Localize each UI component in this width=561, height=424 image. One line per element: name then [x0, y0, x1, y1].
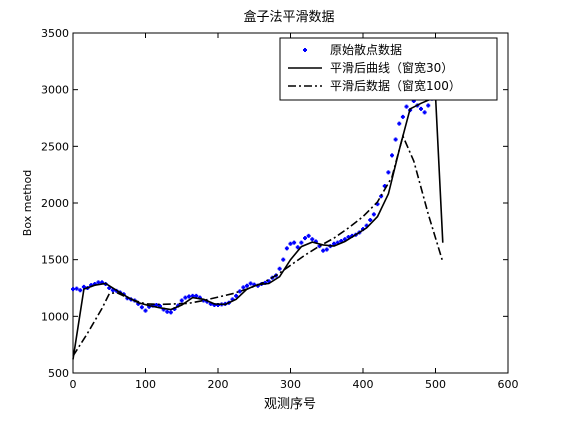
- data-point: [81, 284, 86, 289]
- data-point: [281, 257, 286, 262]
- data-point: [165, 309, 170, 314]
- data-point: [332, 241, 336, 246]
- data-point: [303, 236, 307, 241]
- data-point: [288, 241, 293, 246]
- y-tick-label: 3500: [41, 27, 69, 40]
- data-point: [74, 286, 79, 291]
- data-point: [266, 279, 271, 284]
- legend-label: 平滑后曲线（窗宽30）: [330, 60, 453, 75]
- x-tick-label: 0: [70, 378, 77, 391]
- chart-title: 盒子法平滑数据: [243, 9, 334, 25]
- data-point: [237, 289, 242, 294]
- data-point: [386, 170, 391, 175]
- data-point: [397, 121, 402, 126]
- y-tick-label: 1500: [41, 254, 69, 267]
- data-point: [183, 295, 188, 300]
- legend-label: 平滑后数据（窗宽100）: [330, 78, 461, 93]
- data-point: [241, 285, 246, 290]
- x-tick-label: 600: [498, 378, 519, 391]
- data-point: [299, 240, 304, 245]
- data-point: [419, 106, 423, 111]
- data-point: [71, 287, 75, 292]
- x-tick-label: 100: [135, 378, 156, 391]
- data-point: [143, 308, 148, 313]
- data-point: [371, 212, 376, 217]
- y-tick-label: 500: [48, 367, 69, 380]
- data-point: [393, 137, 398, 142]
- data-point: [179, 298, 184, 303]
- legend-swatch: [303, 48, 307, 52]
- y-axis-label: Box method: [21, 170, 34, 236]
- y-tick-label: 2500: [41, 140, 69, 153]
- data-point: [292, 240, 297, 245]
- x-axis-label: 观测序号: [264, 397, 316, 412]
- x-tick-label: 300: [280, 378, 301, 391]
- data-point: [368, 218, 373, 222]
- data-point: [306, 233, 311, 238]
- data-point: [234, 293, 239, 298]
- data-point: [168, 310, 173, 315]
- data-point: [187, 294, 191, 299]
- x-tick-label: 400: [353, 378, 374, 391]
- series-line: [72, 133, 444, 357]
- x-tick-label: 200: [208, 378, 229, 391]
- y-tick-label: 1000: [41, 310, 69, 323]
- data-point: [324, 247, 329, 252]
- data-point: [245, 283, 249, 288]
- legend-label: 原始散点数据: [330, 42, 402, 57]
- data-point: [139, 305, 144, 310]
- data-point: [295, 245, 300, 250]
- data-point: [422, 110, 427, 115]
- y-tick-label: 2000: [41, 197, 69, 210]
- x-tick-label: 500: [425, 378, 446, 391]
- data-point: [426, 103, 431, 108]
- y-tick-label: 3000: [41, 84, 69, 97]
- data-point: [321, 248, 326, 253]
- legend-box: [279, 37, 498, 101]
- data-point: [96, 280, 101, 285]
- data-point: [400, 114, 405, 119]
- data-point: [310, 237, 315, 242]
- data-point: [404, 104, 409, 109]
- data-point: [277, 266, 282, 271]
- data-point: [248, 281, 253, 286]
- data-point: [284, 246, 289, 251]
- data-point: [390, 153, 394, 158]
- data-point: [78, 288, 83, 293]
- data-point: [194, 293, 199, 298]
